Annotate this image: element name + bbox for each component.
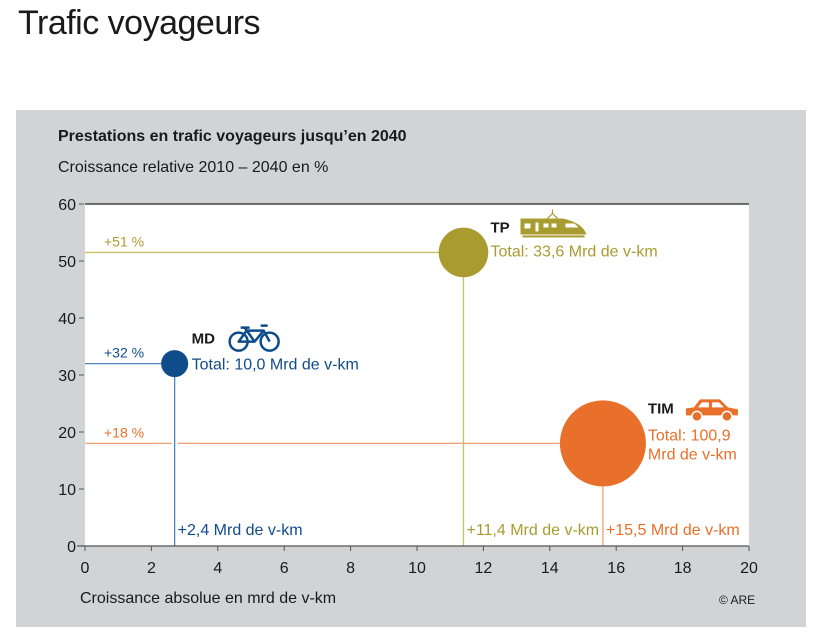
y-tick-label: 30 [58, 368, 76, 385]
md-bubble [161, 350, 189, 378]
y-tick-label: 10 [58, 482, 76, 499]
plot-area [85, 204, 749, 546]
bicycle-wheel [259, 331, 280, 352]
chart-subtitle: Croissance relative 2010 – 2040 en % [58, 159, 329, 176]
tp-total-label: Total: 33,6 Mrd de v-km [490, 243, 657, 260]
tim-name-label: TIM [648, 400, 674, 417]
x-tick-label: 20 [740, 560, 758, 577]
tim-total-label: Mrd de v-km [648, 446, 737, 463]
tp-bubble [438, 227, 489, 278]
bicycle-frame [237, 324, 271, 343]
x-tick-label: 12 [475, 560, 493, 577]
x-tick-label: 18 [674, 560, 692, 577]
train-window [551, 223, 557, 228]
train-door [535, 222, 539, 232]
train-pantograph [547, 209, 558, 219]
tim-total-label: Total: 100,9 [648, 427, 731, 444]
tp-pct-label: +51 % [104, 233, 144, 249]
train-icon [520, 209, 587, 238]
tim-bubble [559, 400, 646, 487]
x-tick-label: 4 [213, 560, 222, 577]
x-tick-label: 14 [541, 560, 559, 577]
y-tick-label: 0 [67, 539, 76, 556]
tp-name-label: TP [490, 219, 509, 236]
y-tick-label: 40 [58, 311, 76, 328]
x-tick-label: 16 [607, 560, 625, 577]
train-window [543, 223, 549, 228]
md-total-label: Total: 10,0 Mrd de v-km [192, 357, 359, 374]
md-name-label: MD [192, 331, 215, 348]
train-windshield [565, 223, 579, 228]
x-tick-label: 8 [346, 560, 355, 577]
car-wheel [721, 410, 733, 423]
x-tick-label: 2 [147, 560, 156, 577]
tim-pct-label: +18 % [104, 424, 144, 440]
x-tick-label: 0 [81, 560, 90, 577]
tim-abs-label: +15,5 Mrd de v-km [606, 522, 740, 539]
car-icon [685, 399, 738, 423]
car-wheel [691, 410, 703, 423]
train-window [524, 223, 531, 229]
page-title: Trafic voyageurs [18, 4, 261, 42]
car-window [697, 402, 724, 408]
x-axis-label: Croissance absolue en mrd de v-km [80, 590, 337, 607]
credit: © ARE [719, 593, 756, 607]
bicycle-icon [228, 324, 280, 352]
md-pct-label: +32 % [104, 345, 144, 361]
y-tick-label: 60 [58, 197, 76, 214]
tp-abs-label: +11,4 Mrd de v-km [466, 522, 599, 539]
train-wheels [522, 235, 585, 238]
y-tick-label: 20 [58, 425, 76, 442]
y-tick-label: 50 [58, 254, 76, 271]
x-tick-label: 10 [408, 560, 426, 577]
chart-title: Prestations en trafic voyageurs jusqu’en… [58, 128, 407, 145]
x-tick-label: 6 [280, 560, 289, 577]
md-abs-label: +2,4 Mrd de v-km [178, 522, 303, 539]
